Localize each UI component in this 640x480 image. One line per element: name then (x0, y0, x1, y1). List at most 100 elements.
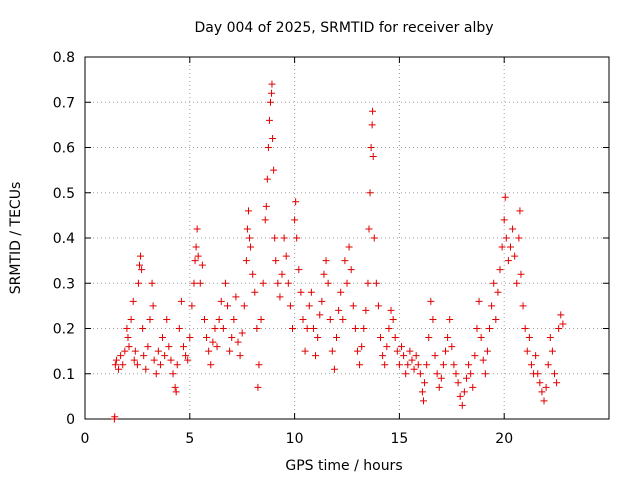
data-point (439, 361, 447, 369)
data-point (513, 279, 521, 287)
data-point (326, 315, 334, 323)
data-point (142, 365, 150, 373)
data-point (209, 338, 217, 346)
data-point (271, 234, 279, 242)
data-point (111, 413, 119, 421)
data-point (393, 347, 401, 355)
data-point (372, 279, 380, 287)
data-point (159, 334, 167, 342)
data-point (221, 279, 229, 287)
data-point (309, 325, 317, 332)
data-point (356, 361, 364, 369)
data-point (259, 279, 267, 287)
data-point (516, 207, 524, 215)
data-point (506, 243, 514, 251)
data-point (196, 279, 204, 287)
data-point (456, 392, 464, 400)
data-point (137, 252, 145, 260)
data-point (148, 279, 156, 287)
data-point (381, 361, 389, 369)
data-point (538, 388, 546, 396)
data-point (496, 266, 504, 274)
data-point (559, 320, 567, 328)
data-point (494, 288, 502, 296)
data-point (442, 347, 450, 355)
data-point (395, 361, 403, 369)
data-point (191, 257, 199, 265)
data-point (397, 343, 405, 351)
data-point (291, 216, 299, 224)
data-point (246, 234, 254, 242)
data-point (435, 383, 443, 391)
data-point (177, 297, 185, 305)
data-point (230, 315, 238, 323)
data-point (412, 352, 420, 360)
data-point (511, 252, 519, 260)
data-point (254, 383, 262, 391)
data-point (425, 334, 433, 342)
data-point (193, 225, 201, 233)
data-point (282, 252, 290, 260)
data-point (269, 134, 277, 142)
data-point (322, 257, 330, 265)
data-point (548, 347, 556, 355)
data-point (320, 270, 328, 278)
data-point (232, 293, 240, 301)
data-point (186, 334, 194, 342)
data-point (540, 397, 548, 405)
data-point (360, 325, 368, 332)
data-point (272, 257, 280, 265)
data-point (369, 107, 377, 115)
data-point (172, 388, 180, 396)
data-point (458, 401, 466, 409)
data-point (351, 325, 359, 332)
data-point (368, 121, 376, 129)
data-point (255, 361, 263, 369)
data-point (509, 225, 517, 233)
data-point (534, 370, 542, 378)
y-tick-label: 0.4 (53, 231, 75, 247)
data-point (247, 243, 255, 251)
data-point (316, 311, 324, 319)
data-point (264, 144, 272, 151)
data-point (175, 325, 183, 332)
data-point (469, 383, 477, 391)
data-point (490, 279, 498, 287)
data-point (379, 352, 387, 360)
data-point (301, 347, 309, 355)
data-point (261, 216, 269, 224)
data-point (367, 144, 375, 151)
data-point (297, 288, 305, 296)
data-point (295, 266, 303, 274)
data-point (149, 302, 157, 310)
data-point (492, 315, 500, 323)
data-point (249, 270, 257, 278)
data-point (134, 279, 142, 287)
data-point (454, 379, 462, 387)
data-point (328, 347, 336, 355)
y-tick-label: 0 (66, 412, 75, 428)
data-point (161, 352, 169, 360)
data-point (527, 361, 535, 369)
data-point (402, 370, 410, 378)
data-point (292, 198, 300, 206)
data-point (391, 334, 399, 342)
data-point (119, 361, 127, 369)
data-point (169, 370, 177, 378)
data-point (299, 315, 307, 323)
data-point (127, 315, 135, 323)
data-point (144, 343, 152, 351)
data-point (370, 234, 378, 242)
data-point (450, 361, 458, 369)
data-point (307, 288, 315, 296)
data-point (347, 266, 355, 274)
data-point (555, 325, 563, 332)
data-point (501, 193, 509, 201)
data-point (437, 374, 445, 382)
data-point (184, 356, 192, 364)
data-point (406, 347, 414, 355)
data-point (433, 370, 441, 378)
data-point (383, 343, 391, 351)
x-axis-label: GPS time / hours (285, 458, 402, 474)
